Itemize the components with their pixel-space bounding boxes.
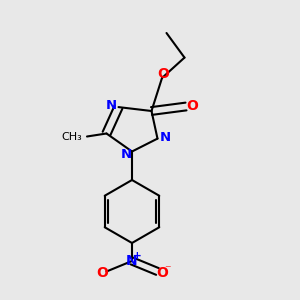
Text: N: N	[105, 99, 117, 112]
Text: N: N	[121, 148, 132, 161]
Text: ⁻: ⁻	[164, 263, 171, 277]
Text: O: O	[187, 99, 199, 113]
Text: CH₃: CH₃	[61, 131, 82, 142]
Text: N: N	[160, 131, 171, 144]
Text: O: O	[96, 266, 108, 280]
Text: O: O	[156, 266, 168, 280]
Text: N: N	[126, 254, 138, 268]
Text: +: +	[133, 250, 142, 261]
Text: O: O	[158, 67, 169, 80]
